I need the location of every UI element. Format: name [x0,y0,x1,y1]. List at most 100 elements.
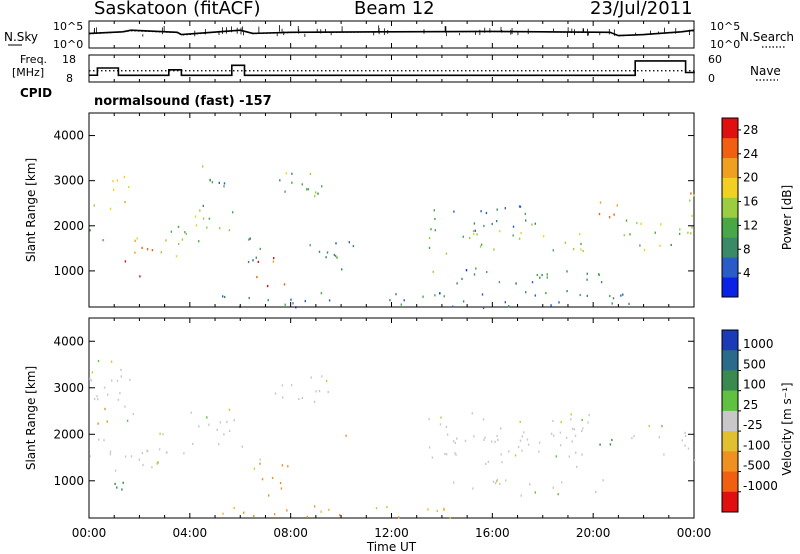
heat-cell [486,270,488,274]
power-colorbar-label: 8 [743,242,751,256]
heat-cell [462,235,464,238]
heat-cell [165,239,167,242]
velocity-colorbar-step [722,390,738,412]
noise-series-layer [88,25,695,37]
heat-cell [628,302,630,305]
heat-cell [112,180,114,183]
heat-cell [639,244,641,247]
heat-cell [595,490,597,493]
heat-cell [476,233,478,236]
heat-cell [529,483,531,486]
heat-cell [282,396,284,399]
heat-cell [129,378,131,381]
heat-cell [566,290,568,293]
heat-cell [678,232,681,235]
heat-cell [640,222,642,225]
heat-cell [572,248,575,251]
velocity-ytick-label: 2000 [53,427,84,441]
time-tick-label: 04:00 [173,526,208,540]
velocity-colorbar-label: 25 [743,398,758,412]
heat-cell [581,418,583,422]
heat-cell [400,303,402,306]
heat-cell [472,230,475,233]
velocity-colorbar-step [722,370,738,391]
heat-cell [538,441,541,444]
heat-cell [206,226,208,229]
velocity-colorbar-step [722,491,738,513]
heat-cell [216,428,218,431]
heat-cell [492,480,495,483]
velocity-colorbar-frame [721,329,739,513]
heat-cell [206,416,208,419]
heat-cell [158,448,161,451]
heat-cell [500,453,502,456]
heat-cell [309,244,311,247]
heat-cell [336,256,338,259]
heat-cell [386,506,388,509]
heat-cell [481,293,484,296]
heat-cell [151,466,153,469]
heat-cell [434,217,436,221]
heat-cell [211,181,214,184]
heat-cell [198,240,200,243]
heat-cell [306,188,308,191]
heat-cell [480,210,482,213]
power-colorbar-label: 16 [743,195,758,209]
heat-cell [588,414,590,417]
heat-cell [485,211,488,215]
heat-cell [525,291,527,294]
heat-cell [97,398,99,401]
heat-cell [228,408,231,411]
heat-cell [471,412,473,415]
heat-cell [226,420,228,423]
heat-cell [454,452,456,455]
heat-cell [93,204,95,207]
heat-cell [157,461,159,464]
power-colorbar-step [722,237,738,258]
heat-cell [496,480,498,483]
heat-cell [348,241,350,244]
heat-cell [452,440,455,443]
heat-cell [248,296,250,300]
heat-cell [255,256,257,259]
heat-cell [202,204,204,207]
time-tick-label: 00:00 [72,526,107,540]
heat-cell [648,424,650,428]
station-title: Saskatoon (fitACF) [94,0,261,19]
heat-cell [243,511,245,514]
heat-cell [112,188,115,191]
heat-cell [580,248,582,251]
velocity-colorbar-label: 1000 [743,337,774,351]
power-colorbar-title: Power [dB] [780,185,794,250]
heat-cell [375,507,378,510]
heat-cell [89,229,91,232]
heat-cell [439,292,441,295]
heat-cell [284,190,286,193]
heat-cell [587,421,589,424]
heat-cell [341,268,343,271]
heat-cell [271,476,274,480]
heat-cell [456,437,458,440]
heat-cell [233,419,235,422]
nsky-label: N.Sky [4,30,39,44]
heat-cell [428,246,431,249]
heat-cell [570,413,572,416]
heat-cell [228,229,231,232]
heat-cell [109,453,112,456]
heat-cell [317,192,319,195]
heat-cell [138,458,141,461]
velocity-ytick-label: 1000 [53,474,84,488]
heat-cell [538,450,540,453]
heat-cell [599,201,602,204]
heat-cell [345,434,347,437]
heat-cell [524,212,526,215]
heat-cell [320,292,323,295]
heat-cell [422,295,424,298]
heat-cell [97,359,100,363]
heat-cell [103,386,106,389]
heat-cell [291,181,293,184]
heat-cell [273,257,275,260]
heat-cell [315,390,317,393]
heat-cell [428,446,431,449]
heat-cell [286,509,288,512]
